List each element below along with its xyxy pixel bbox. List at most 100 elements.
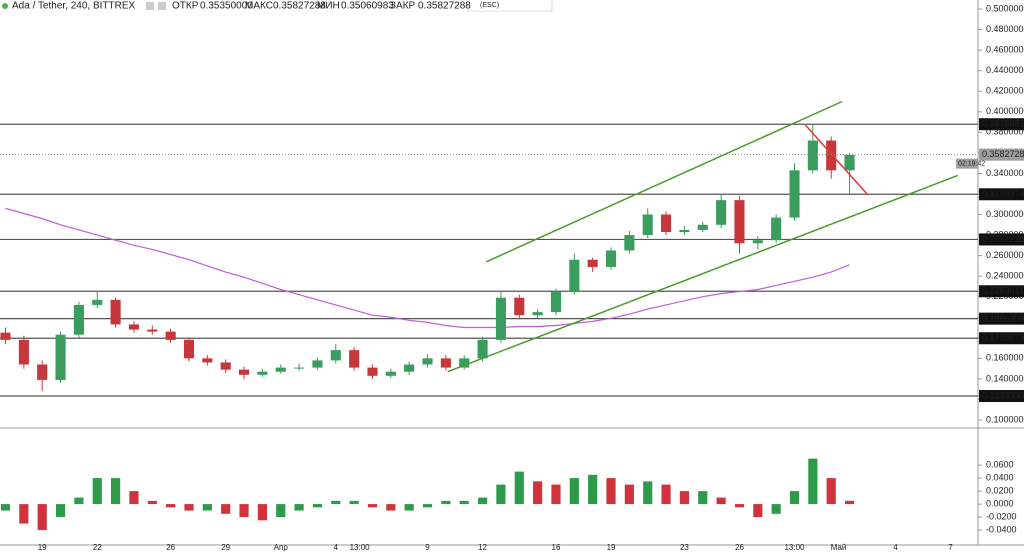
hint: (ESC): [480, 2, 499, 9]
candle-body: [55, 334, 66, 380]
oscillator-bar: [514, 471, 524, 505]
level-label: 0.19863587: [982, 313, 1024, 323]
level-label-box: [979, 390, 1024, 403]
oscillator-bar: [606, 478, 616, 505]
candle-body: [734, 200, 745, 244]
candle-body: [37, 364, 48, 380]
search-box[interactable]: [467, 0, 553, 12]
oscillator-bar: [844, 500, 855, 505]
x-tick-label: 13:00: [784, 543, 805, 552]
trend-line: [485, 100, 843, 263]
oscillator-bar: [129, 491, 139, 505]
candle-body: [312, 360, 323, 368]
y-tick-label: 0.30000000: [986, 209, 1024, 219]
last-price-box: [979, 148, 1024, 161]
y-tick-label: 0.0600: [986, 459, 1014, 469]
candle-body: [404, 364, 415, 372]
candle-body: [422, 358, 433, 365]
x-tick-label: 19: [38, 543, 47, 552]
y-tick-label: 0.48000000: [986, 24, 1024, 34]
candle-body: [459, 358, 470, 368]
oscillator-bar: [184, 504, 194, 511]
candle-body: [275, 367, 286, 372]
y-tick-label: 0.0400: [986, 472, 1014, 482]
oscillator-bar: [331, 500, 341, 505]
level-label-box: [979, 233, 1024, 246]
candle-body: [294, 367, 305, 369]
oscillator-bar: [643, 481, 653, 505]
ohlc-value: 0.35827288: [273, 1, 326, 12]
candle-body: [183, 339, 195, 359]
oscillator-bar: [661, 484, 671, 505]
candle-body: [385, 371, 396, 376]
x-tick-label: Апр: [274, 543, 289, 552]
countdown-box: [956, 158, 978, 169]
candle-body: [349, 350, 360, 368]
y-tick-label: 0.42000000: [986, 86, 1024, 96]
candle-body: [679, 229, 690, 232]
candle-body: [495, 297, 506, 340]
trend-line: [804, 124, 869, 196]
x-tick-label: 9: [425, 543, 430, 552]
symbol-title: Ada / Tether, 240, BITTREX: [12, 1, 136, 12]
y-tick-label: 0.0000: [986, 498, 1014, 508]
oscillator-bar: [312, 504, 323, 508]
level-label: 0.38788913: [982, 119, 1024, 129]
settings-icon[interactable]: [158, 2, 166, 10]
level-label-box: [979, 188, 1024, 201]
y-tick-label: 0.50000000: [986, 3, 1024, 13]
candle-body: [440, 358, 451, 368]
oscillator-bar: [789, 491, 800, 505]
ohlc-label: МИН: [317, 1, 340, 12]
oscillator-bar: [404, 504, 414, 511]
oscillator-bar: [239, 504, 249, 518]
oscillator-bar: [533, 481, 543, 505]
candle-body: [257, 371, 268, 375]
y-tick-label: 0.24000000: [986, 271, 1024, 281]
x-tick-label: 7: [948, 543, 953, 552]
candle-body: [514, 297, 525, 316]
oscillator-bar: [459, 500, 469, 505]
oscillator-bar: [679, 491, 690, 505]
oscillator-bar: [111, 478, 121, 505]
level-label: 0.22530113: [982, 286, 1024, 296]
x-tick-label: 4: [334, 543, 339, 552]
y-tick-label: -0.0400: [986, 524, 1017, 534]
candle-body: [73, 304, 84, 335]
oscillator-bar: [74, 497, 84, 505]
candle-body: [110, 299, 121, 325]
x-tick-label: 12: [478, 543, 487, 552]
ohlc-label: ЗАКР: [390, 1, 416, 12]
x-tick-label: 23: [680, 543, 689, 552]
candle-body: [532, 312, 543, 316]
x-tick-label: 19: [607, 543, 616, 552]
oscillator-bar: [826, 478, 836, 505]
oscillator-bar: [19, 504, 29, 524]
candle-body: [789, 170, 800, 218]
eye-icon[interactable]: [146, 2, 154, 10]
moving-average: [5, 207, 850, 329]
oscillator-bar: [257, 504, 267, 521]
oscillator-bar: [92, 478, 102, 505]
candle-body: [807, 140, 818, 171]
level-label: 0.27572268: [982, 234, 1024, 244]
last-price-label: 0.35827288: [982, 149, 1024, 159]
oscillator-bar: [734, 504, 745, 508]
candle-body: [826, 140, 837, 171]
x-tick-label: Май: [831, 543, 847, 552]
candle-body: [752, 240, 763, 244]
oscillator-bar: [294, 504, 304, 511]
oscillator-bar: [147, 500, 157, 505]
oscillator-bar: [37, 504, 47, 531]
oscillator-bar: [753, 504, 763, 518]
candle-body: [587, 259, 598, 267]
y-tick-label: 0.34000000: [986, 168, 1024, 178]
candle-body: [697, 224, 708, 230]
level-label: 0.17955794: [982, 333, 1024, 343]
ohlc-value: 0.35060983: [341, 1, 394, 12]
level-label-box: [979, 312, 1024, 325]
oscillator-bar: [588, 474, 598, 505]
x-tick-label: 26: [735, 543, 744, 552]
